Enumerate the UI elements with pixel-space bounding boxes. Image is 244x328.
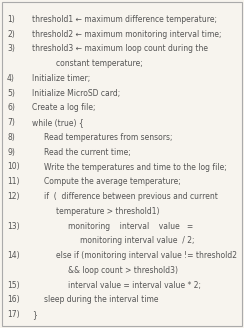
Text: threshold3 ← maximum loop count during the: threshold3 ← maximum loop count during t… [32,44,208,53]
Text: temperature > threshold1): temperature > threshold1) [56,207,160,216]
Text: }: } [32,310,37,319]
Text: 2): 2) [7,30,15,39]
Text: 4): 4) [7,74,15,83]
Text: 5): 5) [7,89,15,98]
Text: 10): 10) [7,162,20,172]
Text: Compute the average temperature;: Compute the average temperature; [44,177,181,186]
Text: sleep during the interval time: sleep during the interval time [44,295,159,304]
Text: constant temperature;: constant temperature; [56,59,143,68]
Text: 7): 7) [7,118,15,127]
Text: Write the temperatures and time to the log file;: Write the temperatures and time to the l… [44,162,227,172]
Text: Initialize MicroSD card;: Initialize MicroSD card; [32,89,120,98]
Text: 17): 17) [7,310,20,319]
Text: else if (monitoring interval value != threshold2: else if (monitoring interval value != th… [56,251,237,260]
Text: 15): 15) [7,280,20,290]
Text: 3): 3) [7,44,15,53]
Text: 13): 13) [7,221,20,231]
Text: && loop count > threshold3): && loop count > threshold3) [68,266,178,275]
Text: 16): 16) [7,295,20,304]
Text: threshold2 ← maximum monitoring interval time;: threshold2 ← maximum monitoring interval… [32,30,222,39]
Text: interval value = interval value * 2;: interval value = interval value * 2; [68,280,201,290]
Text: while (true) {: while (true) { [32,118,84,127]
Text: 11): 11) [7,177,20,186]
Text: 1): 1) [7,15,15,24]
Text: monitoring interval value  / 2;: monitoring interval value / 2; [80,236,194,245]
Text: threshold1 ← maximum difference temperature;: threshold1 ← maximum difference temperat… [32,15,217,24]
Text: Create a log file;: Create a log file; [32,103,95,113]
Text: 14): 14) [7,251,20,260]
Text: 9): 9) [7,148,15,157]
Text: Initialize timer;: Initialize timer; [32,74,90,83]
Text: monitoring    interval    value   =: monitoring interval value = [68,221,193,231]
Text: Read temperatures from sensors;: Read temperatures from sensors; [44,133,173,142]
Text: Read the current time;: Read the current time; [44,148,131,157]
Text: if  (  difference between previous and current: if ( difference between previous and cur… [44,192,218,201]
Text: 12): 12) [7,192,20,201]
Text: 6): 6) [7,103,15,113]
Text: 8): 8) [7,133,15,142]
